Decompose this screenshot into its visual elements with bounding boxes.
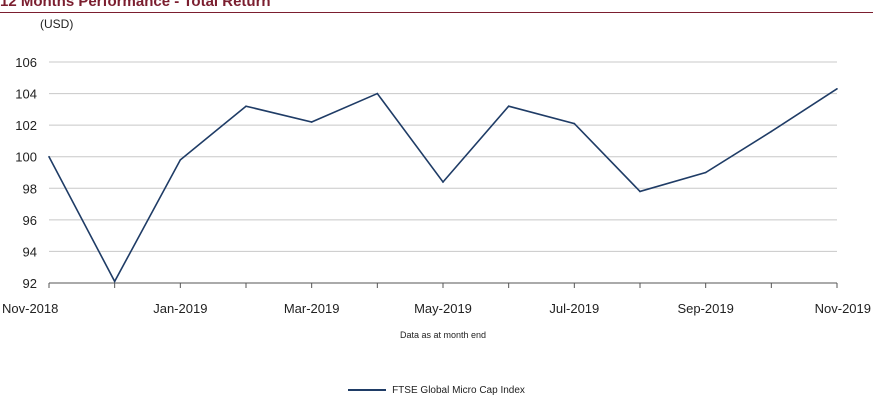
- data-point: [245, 105, 247, 107]
- x-tick-label: May-2019: [414, 301, 472, 316]
- data-point: [704, 171, 707, 174]
- x-tick-label: Jan-2019: [153, 301, 207, 316]
- x-axis: [48, 282, 838, 288]
- legend-label: FTSE Global Micro Cap Index: [392, 384, 525, 396]
- y-tick-label: 98: [23, 181, 37, 196]
- y-tick-label: 96: [23, 213, 37, 228]
- x-tick-label: Jul-2019: [549, 301, 599, 316]
- x-tick-label: Nov-2018: [2, 301, 58, 316]
- data-point: [573, 122, 576, 125]
- data-point: [376, 92, 379, 95]
- series-line-ftse-global-micro-cap: [48, 88, 838, 284]
- x-axis-ticks: Nov-2018 Jan-2019 Mar-2019 May-2019 Jul-2019…: [2, 301, 871, 316]
- y-axis-unit-label: (USD): [40, 17, 74, 31]
- data-point: [48, 155, 50, 158]
- legend-line-swatch: [348, 389, 387, 391]
- data-point: [310, 121, 313, 123]
- data-point: [836, 88, 838, 90]
- data-point: [507, 105, 510, 107]
- series-group: [48, 88, 838, 284]
- y-tick-label: 92: [23, 276, 37, 291]
- data-note: Data as at month end: [400, 330, 486, 340]
- x-tick-label: Nov-2019: [815, 301, 871, 316]
- y-tick-label: 102: [15, 118, 37, 133]
- data-point: [179, 159, 182, 161]
- x-tick-label: Mar-2019: [284, 301, 340, 316]
- data-point: [770, 130, 773, 133]
- title-divider: [0, 12, 873, 13]
- chart-title: 12 Months Performance - Total Return: [0, 0, 271, 10]
- x-tick-label: Sep-2019: [677, 301, 733, 316]
- y-tick-label: 106: [15, 55, 37, 70]
- y-tick-label: 94: [23, 244, 37, 259]
- y-tick-label: 100: [15, 150, 37, 165]
- y-axis-ticks: 92 94 96 98 100 102 104 106: [15, 55, 37, 291]
- line-chart: 92 94 96 98 100 102 104 106 Nov-2018 Jan-2019 Mar…: [2, 55, 871, 340]
- legend: FTSE Global Micro Cap Index: [0, 384, 873, 396]
- gridlines: [49, 61, 837, 252]
- data-point: [639, 190, 641, 193]
- data-point: [442, 181, 444, 183]
- data-point: [113, 280, 116, 283]
- y-tick-label: 104: [15, 87, 37, 102]
